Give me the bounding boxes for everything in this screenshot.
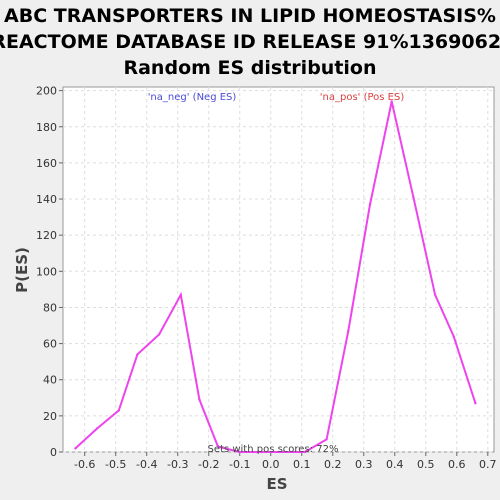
y-axis-label: P(ES) (13, 247, 31, 293)
data-point (368, 203, 372, 206)
x-axis: -0.6 -0.5 -0.4 -0.3 -0.2 -0.1 0.0 0.1 0.2 0.3 0.4 0… (74, 452, 497, 471)
data-point (136, 353, 139, 356)
data-point (74, 447, 77, 450)
x-tick-label: 0.5 (417, 458, 435, 471)
y-tick-label: 160 (36, 157, 57, 170)
chart-title: ABC TRANSPORTERS IN LIPID HOMEOSTASIS% R… (0, 5, 500, 79)
x-tick-label: -0.4 (136, 458, 157, 471)
y-tick-label: 80 (43, 301, 57, 314)
x-tick-label: 0.3 (355, 458, 373, 471)
grid-lines (63, 87, 494, 453)
x-tick-label: -0.3 (167, 458, 188, 471)
data-point (433, 293, 437, 296)
data-point (95, 427, 99, 430)
y-tick-label: 140 (36, 193, 57, 206)
chart-title-line-2: REACTOME DATABASE ID RELEASE 91%1369062: (0, 31, 500, 53)
data-point (117, 409, 121, 412)
y-axis: 0 20 40 60 80 100 120 140 160 180 200 (36, 85, 63, 459)
chart-title-line-1: ABC TRANSPORTERS IN LIPID HOMEOSTASIS% (4, 5, 496, 27)
annotation-pos-es: 'na_pos' (Pos ES) (320, 92, 405, 103)
data-point (303, 450, 307, 454)
data-point (238, 450, 241, 454)
annotation-neg-es: 'na_neg' (Neg ES) (148, 92, 237, 103)
data-point (452, 335, 455, 338)
data-point (157, 333, 161, 336)
x-axis-label: ES (266, 475, 287, 493)
data-point (325, 438, 328, 441)
data-point (390, 100, 393, 103)
series-line (74, 101, 477, 453)
y-tick-label: 180 (36, 121, 57, 134)
x-tick-label: 0.6 (448, 458, 466, 471)
x-tick-label: -0.5 (105, 458, 126, 471)
data-point (474, 402, 477, 405)
y-tick-label: 0 (50, 446, 57, 459)
x-tick-label: -0.1 (229, 458, 250, 471)
y-tick-label: 120 (36, 229, 57, 242)
x-tick-label: 0.4 (386, 458, 404, 471)
y-tick-label: 100 (36, 265, 57, 278)
y-tick-label: 200 (36, 85, 57, 98)
annotation-sets-pos-scores: Sets with pos scores: 72% (208, 444, 339, 455)
x-tick-label: -0.6 (74, 458, 95, 471)
x-tick-label: 0.1 (293, 458, 311, 471)
data-point (260, 450, 263, 454)
x-tick-label: -0.2 (198, 458, 219, 471)
x-tick-label: 0.0 (262, 458, 280, 471)
y-tick-label: 40 (43, 374, 57, 387)
plot-area (62, 86, 495, 453)
data-point (216, 445, 220, 448)
data-point (179, 293, 183, 296)
series-points (74, 100, 477, 454)
data-point (347, 329, 350, 333)
y-tick-label: 20 (43, 410, 57, 423)
x-tick-label: 0.7 (479, 458, 497, 471)
y-tick-label: 60 (43, 338, 57, 351)
data-point (281, 450, 285, 454)
data-point (412, 196, 415, 199)
chart-title-line-3: Random ES distribution (123, 57, 376, 79)
data-point (198, 398, 201, 401)
x-tick-label: 0.2 (324, 458, 342, 471)
